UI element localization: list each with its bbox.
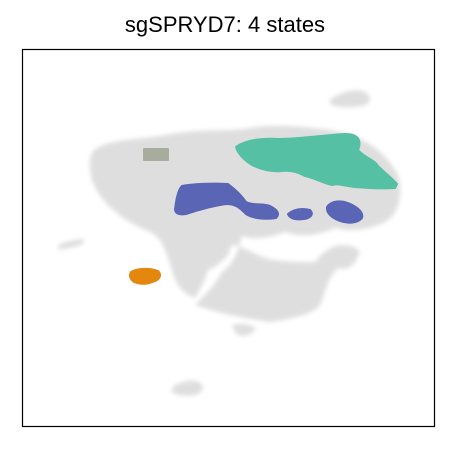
plot-frame — [21, 48, 436, 428]
state-3-cells — [143, 148, 169, 161]
cell-cluster-lower-right — [330, 247, 358, 269]
state-2-cells-small — [287, 208, 313, 221]
state-2-cells-right — [325, 200, 364, 224]
cell-cluster-bottom — [172, 380, 203, 396]
cell-cluster-tail — [232, 324, 256, 336]
cell-cluster-left-strand — [58, 239, 85, 250]
state-1-cells — [235, 133, 398, 190]
chart-title: sgSPRYD7: 4 states — [124, 12, 326, 37]
cell-cluster-upper-right — [330, 90, 370, 108]
state-2-cells — [174, 182, 279, 220]
state-4-cells — [129, 267, 161, 285]
